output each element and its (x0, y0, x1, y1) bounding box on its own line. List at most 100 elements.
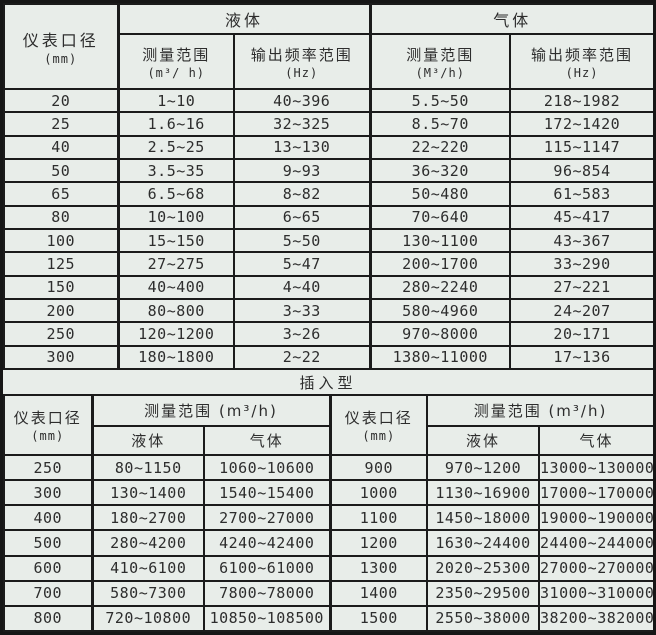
gas-range-label: 测量范围 (406, 45, 475, 64)
cell-gas-range: 200~1700 (368, 251, 512, 277)
table-row: 250 80~1150 1060~10600 900 970~1200 13000~130… (3, 453, 653, 482)
col-header-meter-diameter-left: 仪表口径 (mm) (3, 394, 93, 456)
cell-liquid-left: 80~1150 (90, 453, 205, 482)
cell-dn: 100 (3, 227, 119, 254)
cell-dn-left: 500 (3, 529, 93, 557)
cell-gas-freq: 27~221 (509, 274, 653, 300)
cell-liquid-left: 130~1400 (90, 479, 205, 507)
table-row: 125 27~275 5~47 200~1700 33~290 (3, 251, 653, 277)
cell-liquid-freq: 40~396 (232, 87, 372, 114)
cell-liquid-left: 580~7300 (90, 579, 205, 607)
cell-gas-freq: 43~367 (509, 227, 653, 254)
meter-diameter-unit: (mm) (362, 429, 396, 443)
table-row: 100 15~150 5~50 130~1100 43~367 (3, 227, 653, 254)
meter-diameter-label: 仪表口径 (13, 409, 82, 427)
table-row: 300 130~1400 1540~15400 1000 1130~16900 17000… (3, 479, 653, 507)
cell-gas-freq: 218~1982 (509, 87, 653, 114)
cell-liquid-freq: 6~65 (232, 204, 372, 230)
cell-liquid-right: 2350~29500 (426, 579, 541, 607)
col-header-range-right: 测量范围 (m³/h) (426, 394, 653, 427)
cell-liquid-right: 1130~16900 (426, 479, 541, 507)
cell-gas-range: 36~320 (368, 157, 512, 184)
cell-liquid-range: 40~400 (116, 274, 235, 300)
insertion-type-table: 仪表口径 (mm) 测量范围 (m³/h) 仪表口径 (mm) 测量范围 (m³… (3, 394, 653, 632)
cell-dn: 25 (3, 111, 119, 137)
cell-liquid-range: 27~275 (116, 251, 235, 277)
cell-dn: 40 (3, 134, 119, 160)
table-row: 250 120~1200 3~26 970~8000 20~171 (3, 321, 653, 347)
cell-gas-freq: 172~1420 (509, 111, 653, 137)
gas-range-unit: (M³/h) (415, 65, 465, 80)
col-group-header-gas: 气体 (368, 3, 653, 35)
table-row: 150 40~400 4~40 280~2240 27~221 (3, 274, 653, 300)
cell-liquid-left: 410~6100 (90, 554, 205, 582)
cell-liquid-freq: 8~82 (232, 181, 372, 207)
cell-gas-freq: 96~854 (509, 157, 653, 184)
cell-liquid-range: 1.6~16 (116, 111, 235, 137)
cell-gas-left: 7800~78000 (202, 579, 332, 607)
section-title-insertion-type: 插入型 (299, 373, 357, 392)
col-header-gas-range: 测量范围 (M³/h) (368, 33, 512, 90)
cell-liquid-left: 720~10800 (90, 604, 205, 632)
cell-gas-range: 970~8000 (368, 321, 512, 347)
cell-liquid-freq: 3~26 (232, 321, 372, 347)
table-header-row: 仪表口径 (mm) 液体 气体 (3, 3, 653, 90)
cell-dn-left: 700 (3, 579, 93, 607)
liquid-range-unit: (m³/ h) (147, 65, 206, 80)
cell-liquid-right: 1630~24400 (426, 529, 541, 557)
cell-liquid-left: 280~4200 (90, 529, 205, 557)
cell-dn-right: 1500 (328, 604, 429, 632)
cell-gas-right: 19000~190000 (538, 504, 653, 532)
cell-gas-range: 50~480 (368, 181, 512, 207)
table-row: 300 180~1800 2~22 1380~11000 17~136 (3, 344, 653, 371)
col-header-range-left: 测量范围 (m³/h) (90, 394, 332, 427)
cell-dn-right: 1200 (328, 529, 429, 557)
cell-gas-right: 24400~244000 (538, 529, 653, 557)
cell-liquid-freq: 3~33 (232, 297, 372, 324)
table-row: 20 1~10 40~396 5.5~50 218~1982 (3, 87, 653, 114)
cell-dn-right: 1100 (328, 504, 429, 532)
cell-dn-right: 900 (328, 453, 429, 482)
cell-gas-left: 6100~61000 (202, 554, 332, 582)
cell-liquid-range: 120~1200 (116, 321, 235, 347)
meter-diameter-unit: (mm) (44, 52, 78, 66)
col-header-meter-diameter: 仪表口径 (mm) (3, 3, 119, 90)
table-row: 500 280~4200 4240~42400 1200 1630~24400 24400… (3, 529, 653, 557)
cell-gas-range: 8.5~70 (368, 111, 512, 137)
cell-liquid-freq: 4~40 (232, 274, 372, 300)
cell-gas-left: 4240~42400 (202, 529, 332, 557)
cell-dn-left: 800 (3, 604, 93, 632)
cell-gas-left: 1060~10600 (202, 453, 332, 482)
cell-liquid-right: 1450~18000 (426, 504, 541, 532)
cell-gas-range: 5.5~50 (368, 87, 512, 114)
cell-gas-freq: 115~1147 (509, 134, 653, 160)
flow-range-table: 仪表口径 (mm) 液体 气体 测量范围 (m³/ h) 输出频率范围 (Hz)… (3, 3, 653, 371)
cell-liquid-range: 2.5~25 (116, 134, 235, 160)
cell-dn-left: 300 (3, 479, 93, 507)
cell-dn-left: 250 (3, 453, 93, 482)
cell-gas-left: 10850~108500 (202, 604, 332, 632)
cell-dn-right: 1000 (328, 479, 429, 507)
cell-gas-right: 27000~270000 (538, 554, 653, 582)
cell-liquid-freq: 5~50 (232, 227, 372, 254)
cell-dn: 80 (3, 204, 119, 230)
col-header-liquid-left: 液体 (90, 425, 205, 456)
col-header-liquid-frequency: 输出频率范围 (Hz) (232, 33, 372, 90)
cell-dn-left: 400 (3, 504, 93, 532)
col-header-liquid-right: 液体 (426, 425, 541, 456)
cell-gas-range: 22~220 (368, 134, 512, 160)
cell-gas-right: 17000~170000 (538, 479, 653, 507)
cell-gas-freq: 20~171 (509, 321, 653, 347)
flow-range-table-header: 仪表口径 (mm) 液体 气体 测量范围 (m³/ h) 输出频率范围 (Hz)… (3, 3, 653, 90)
meter-diameter-unit: (mm) (31, 429, 65, 443)
table-row: 600 410~6100 6100~61000 1300 2020~25300 27000… (3, 554, 653, 582)
cell-liquid-right: 2550~38000 (426, 604, 541, 632)
table-row: 200 80~800 3~33 580~4960 24~207 (3, 297, 653, 324)
table-row: 80 10~100 6~65 70~640 45~417 (3, 204, 653, 230)
cell-gas-freq: 33~290 (509, 251, 653, 277)
table-row: 800 720~10800 10850~108500 1500 2550~38000 38… (3, 604, 653, 632)
cell-dn: 50 (3, 157, 119, 184)
cell-liquid-range: 6.5~68 (116, 181, 235, 207)
cell-dn: 250 (3, 321, 119, 347)
